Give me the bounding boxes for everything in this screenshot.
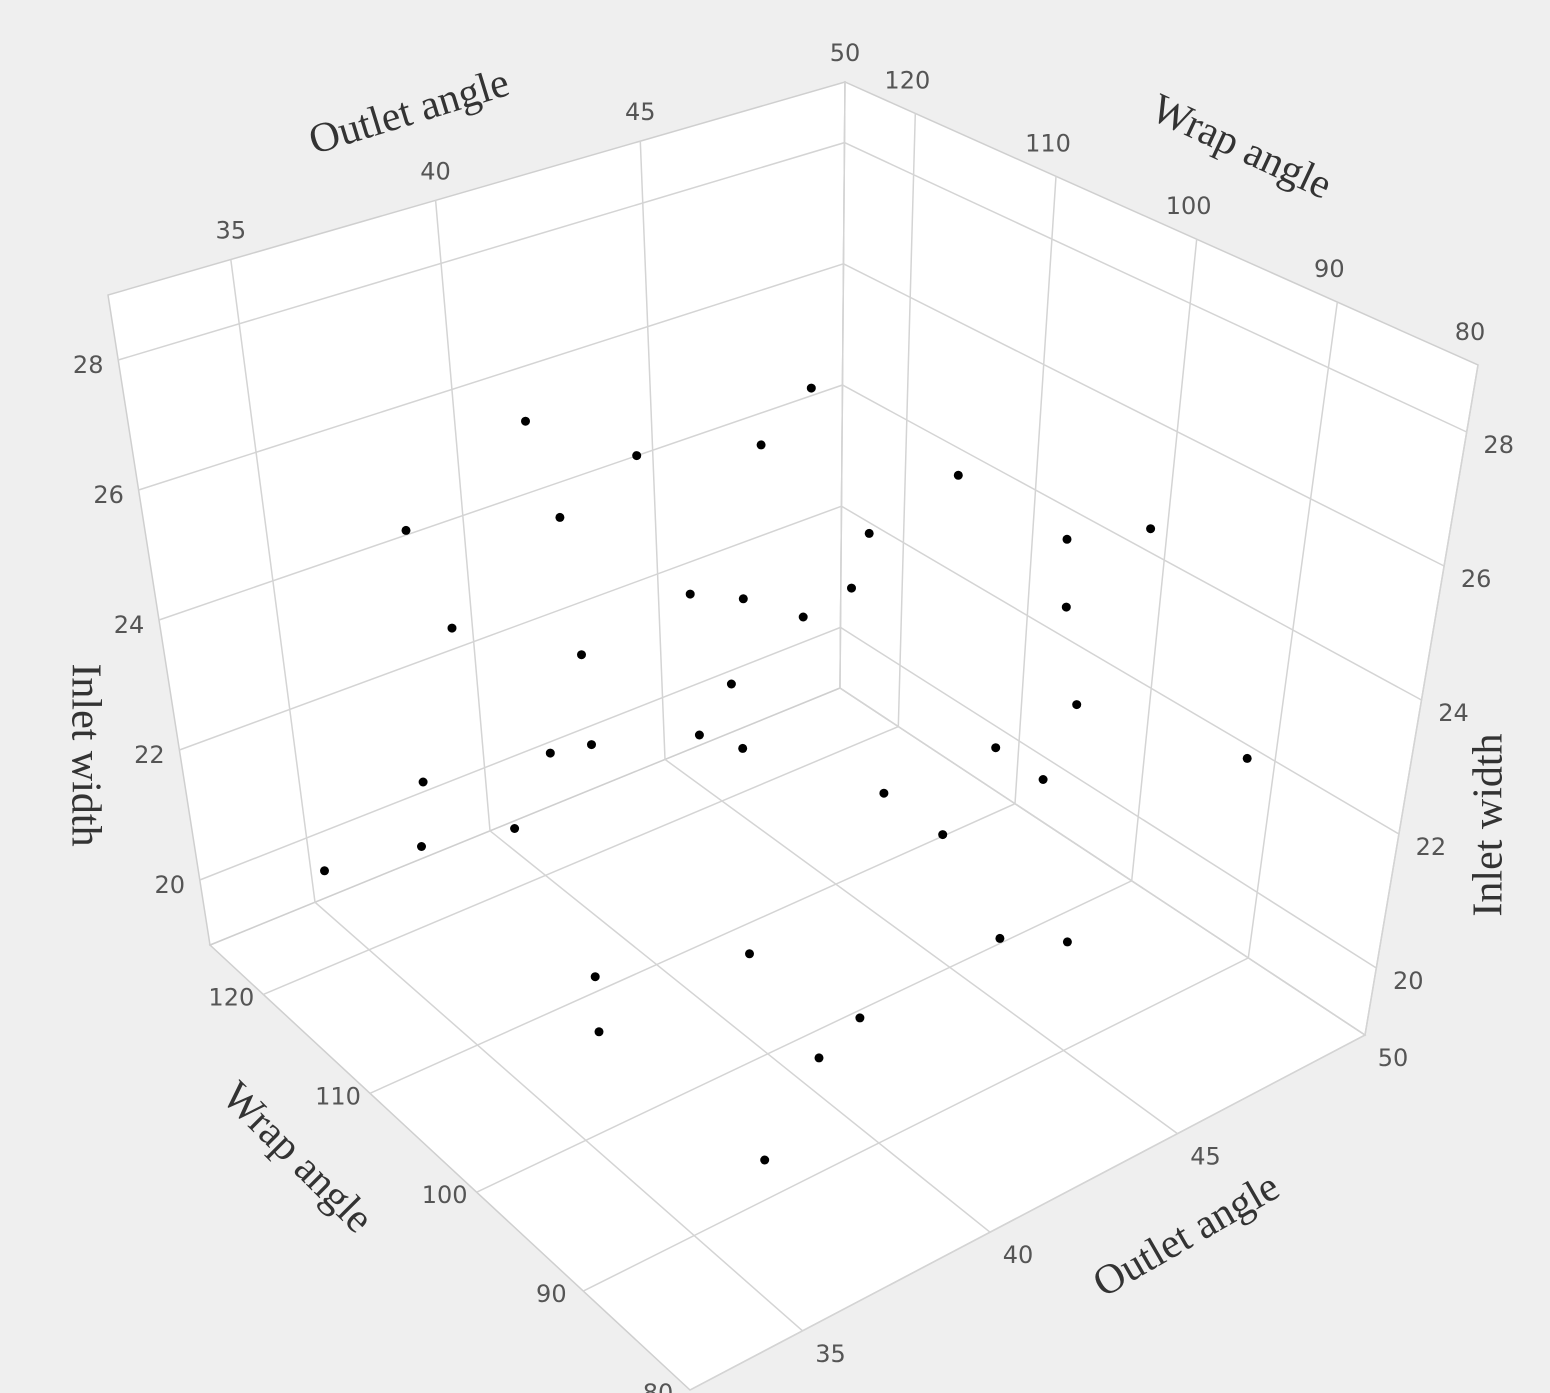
axis-title: Inlet width [62,663,108,846]
tick-label: 28 [73,351,104,379]
tick-label: 90 [1314,255,1345,283]
tick-label: 35 [815,1340,846,1368]
data-point [510,824,520,833]
data-point [798,612,808,622]
grid-line [199,626,1377,969]
data-point [1062,534,1072,544]
data-point [760,1155,770,1165]
grid-line [230,259,803,1332]
grid-line [434,200,991,1233]
data-point [555,512,565,522]
data-point [1038,775,1048,784]
tick-label: 45 [625,98,656,126]
tick-label: 24 [114,611,145,639]
tick-label: 80 [643,1379,674,1393]
tick-label: 40 [420,157,451,185]
tick-label: 24 [1438,699,1469,727]
data-point [745,949,754,959]
data-point [594,1027,604,1037]
data-point [417,842,426,851]
tick-label: 100 [422,1181,468,1209]
tick-label: 22 [1416,833,1447,861]
data-point [447,623,457,633]
data-point [1146,524,1156,534]
grid-line [138,262,1445,567]
data-point [847,583,856,593]
grid-line [179,505,1400,835]
tick-label: 120 [208,983,254,1011]
data-point [587,740,596,750]
grid-line [639,141,1178,1135]
tick-label: 26 [1461,565,1492,593]
tick-label: 50 [1378,1044,1409,1072]
tick-label: 20 [1393,967,1424,995]
data-point [418,777,428,787]
points [320,383,1252,1165]
data-point [855,1013,865,1023]
data-point [738,594,748,604]
tick-label: 80 [1455,318,1486,346]
data-point [726,679,736,689]
tick-label: 35 [216,217,247,245]
ticks: 80 80 90 90 100 100 110 110 120 120 35 35 40 40 45 45 50… [73,39,1514,1393]
tick-label: 40 [1003,1241,1034,1269]
grid [117,81,1479,1391]
grid-line [158,384,1422,701]
data-point [938,830,948,840]
tick-label: 45 [1190,1143,1221,1171]
tick-label: 28 [1483,431,1514,459]
grid-line [117,141,1468,433]
data-point [953,470,963,480]
data-point [864,528,874,538]
data-point [879,788,889,798]
data-point [577,650,586,660]
data-point [1242,753,1252,763]
data-point [995,933,1005,943]
tick-label: 22 [134,741,165,769]
data-point [590,972,600,982]
data-point [738,743,748,753]
grid-line [839,81,1366,1036]
data-point [401,525,411,535]
data-point [1061,602,1071,612]
data-point [521,416,530,426]
axis-title: Inlet width [1466,733,1512,916]
data-point [694,730,704,740]
tick-label: 110 [315,1082,361,1110]
data-point [991,743,1001,753]
tick-label: 50 [830,39,861,67]
tick-label: 100 [1166,192,1212,220]
data-point [685,589,695,599]
tick-label: 120 [884,66,930,94]
data-point [756,440,766,450]
data-point [806,383,816,393]
data-point [814,1053,824,1063]
data-point [545,748,555,758]
tick-label: 20 [155,871,186,899]
tick-label: 90 [536,1280,567,1308]
data-point [632,451,642,461]
data-point [1062,937,1072,947]
data-point [320,866,329,876]
tick-label: 26 [93,481,124,509]
data-point [1072,700,1082,710]
tick-label: 110 [1025,129,1071,157]
